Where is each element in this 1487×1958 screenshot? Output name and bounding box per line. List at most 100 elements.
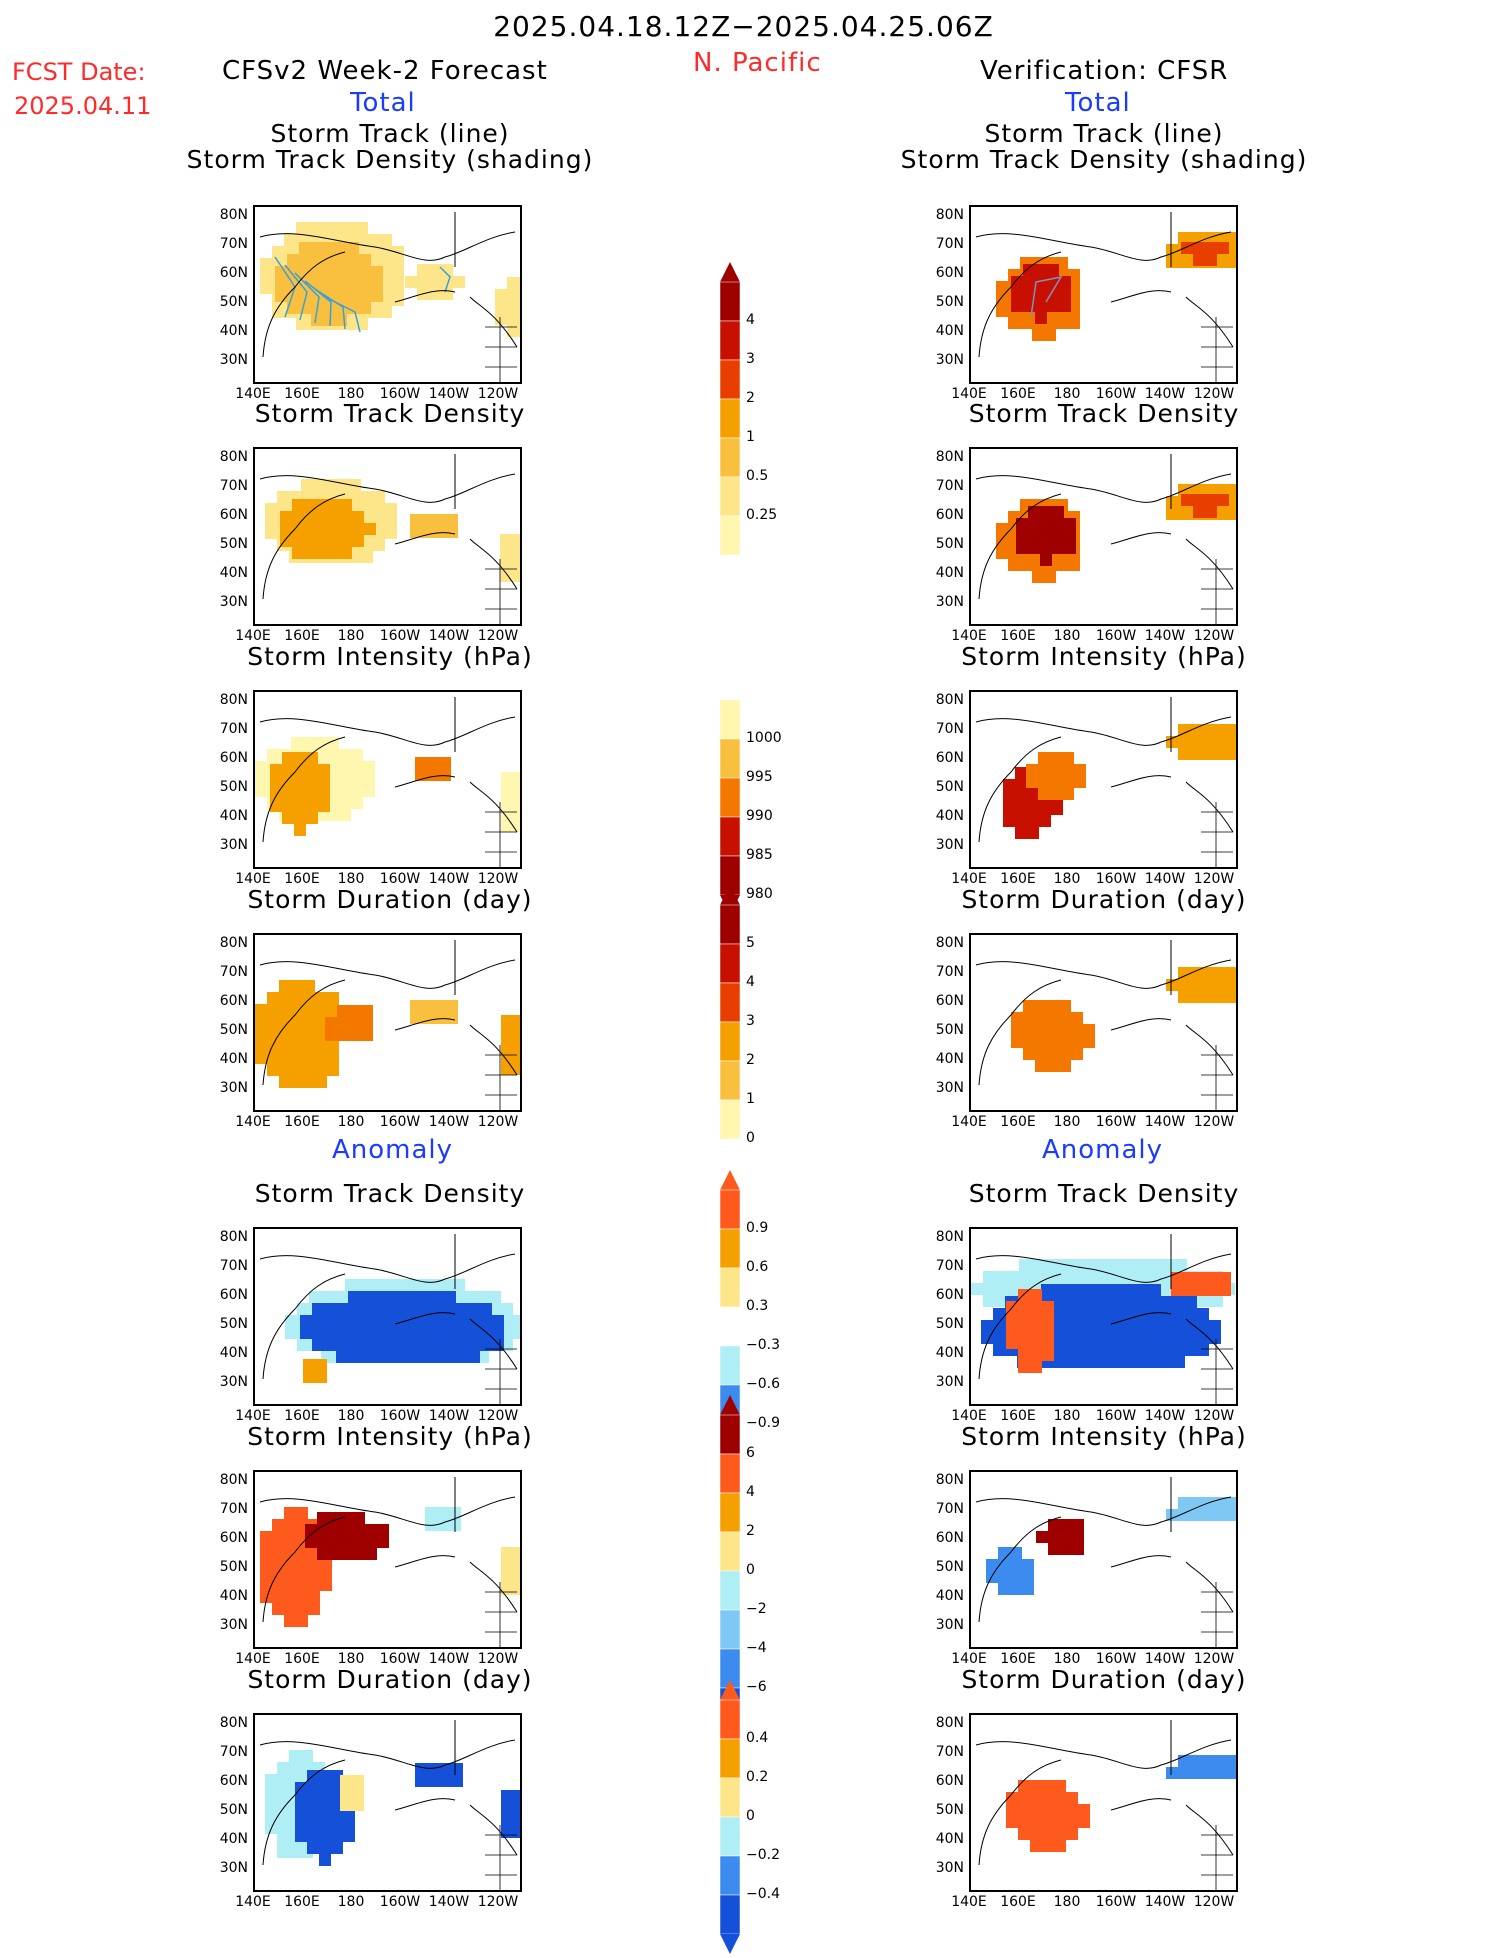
colorbar-swatch (719, 1345, 741, 1386)
state-borders (485, 317, 517, 382)
shaded-cell (347, 242, 359, 254)
panel-title: Storm Intensity (hPa) (961, 1422, 1247, 1451)
shaded-cell (1219, 1272, 1231, 1284)
lat-tick-label: 80N (935, 1715, 964, 1731)
shaded-cell (315, 1004, 327, 1016)
shaded-cell (335, 290, 347, 302)
shaded-cell (1038, 764, 1050, 776)
shaded-cell (1166, 244, 1178, 256)
shaded-cell (323, 302, 335, 314)
shaded-cell (1083, 1024, 1095, 1036)
shaded-cell (1190, 232, 1202, 244)
shaded-cell (1089, 1344, 1101, 1356)
shaded-cell (405, 276, 417, 288)
shaded-cell (1031, 1271, 1043, 1283)
panel-title: Storm Duration (day) (961, 885, 1247, 914)
shaded-cell (1035, 1024, 1047, 1036)
shaded-cell (1010, 1547, 1022, 1559)
shaded-cell (427, 757, 439, 769)
shaded-cell (304, 499, 316, 511)
shaded-cell (306, 788, 318, 800)
shaded-cell (303, 1359, 315, 1371)
shaded-cell (1178, 736, 1190, 748)
shaded-cell (315, 1028, 327, 1040)
shaded-cell (1023, 276, 1035, 288)
shaded-cell (320, 222, 332, 234)
lat-tick-label: 50N (935, 779, 964, 795)
shaded-cell (289, 1762, 301, 1774)
map-panel (253, 690, 522, 869)
shaded-cell (396, 1315, 408, 1327)
shaded-cell (308, 1591, 320, 1603)
shaded-cell (1018, 1780, 1030, 1792)
shaded-cell (296, 1507, 308, 1519)
shaded-cell (316, 547, 328, 559)
colorbar-arrow-bottom (720, 1934, 740, 1954)
colorbar-swatch (719, 738, 741, 779)
shaded-cell (336, 1339, 348, 1351)
shaded-cell (492, 1327, 504, 1339)
shaded-cell (303, 1052, 315, 1064)
colorbar-label: 4 (746, 1484, 755, 1500)
lon-tick-label: 140E (235, 386, 271, 402)
shaded-cell (384, 1291, 396, 1303)
shaded-cell (369, 1279, 381, 1291)
shaded-cell (331, 1830, 343, 1842)
shaded-cell (480, 1303, 492, 1315)
shaded-cell (427, 1775, 439, 1787)
shaded-cell (1226, 256, 1236, 268)
shaded-cell (1030, 1828, 1042, 1840)
colorbar-density_total: 4 3 2 1 0.5 0.25 (718, 262, 777, 579)
shaded-cell (1011, 288, 1023, 300)
shaded-cell (1178, 508, 1190, 520)
shaded-cell (279, 992, 291, 1004)
shaded-cell (971, 1283, 983, 1295)
shaded-cell (317, 1548, 329, 1560)
shaded-cell (501, 1826, 513, 1838)
shaded-cell (1072, 1519, 1084, 1531)
colorbar-label: −0.2 (746, 1847, 780, 1863)
shaded-cell (1074, 764, 1086, 776)
shaded-cell (519, 277, 520, 289)
shaded-cell (351, 773, 363, 785)
colorbar-label: 2 (746, 1523, 755, 1539)
state-borders (485, 1582, 517, 1647)
shaded-cell (319, 1782, 331, 1794)
shaded-cell (396, 1327, 408, 1339)
shaded-cell (339, 785, 351, 797)
shaded-cell (1035, 264, 1047, 276)
shaded-cell (279, 1064, 291, 1076)
shaded-cell (1047, 264, 1059, 276)
shaded-cell (1178, 967, 1190, 979)
shaded-cell (1019, 1259, 1031, 1271)
shaded-cell (335, 254, 347, 266)
shaded-cell (255, 761, 267, 773)
shaded-cell (1022, 1571, 1034, 1583)
panel-title: Storm Track (line) (270, 119, 510, 148)
shaded-cell (360, 1303, 372, 1315)
shaded-cell (1113, 1284, 1125, 1296)
shaded-cell (1047, 1048, 1059, 1060)
shaded-cell (339, 749, 351, 761)
shaded-cell (1161, 1308, 1173, 1320)
shaded-cell (408, 1291, 420, 1303)
shaded-cell (420, 1327, 432, 1339)
shaded-cell (396, 1303, 408, 1315)
shaded-cell (1202, 1767, 1214, 1779)
shaded-cell (1003, 815, 1015, 827)
shaded-cell (1023, 1024, 1035, 1036)
state-borders (485, 1045, 517, 1110)
shaded-cell (501, 1303, 513, 1315)
shaded-cell (279, 1004, 291, 1016)
shaded-cell (501, 1571, 513, 1583)
shaded-cell (319, 1806, 331, 1818)
lat-tick-label: 40N (935, 1051, 964, 1067)
shaded-cell (255, 1052, 267, 1064)
lon-tick-label: 180 (337, 1114, 365, 1130)
shaded-cell (432, 1303, 444, 1315)
lat-tick-label: 40N (219, 1588, 248, 1604)
shaded-cell (365, 1548, 377, 1560)
shaded-cell (1053, 1356, 1065, 1368)
panel-title: Storm Track Density (254, 1179, 526, 1208)
shaded-cell (297, 1339, 309, 1351)
